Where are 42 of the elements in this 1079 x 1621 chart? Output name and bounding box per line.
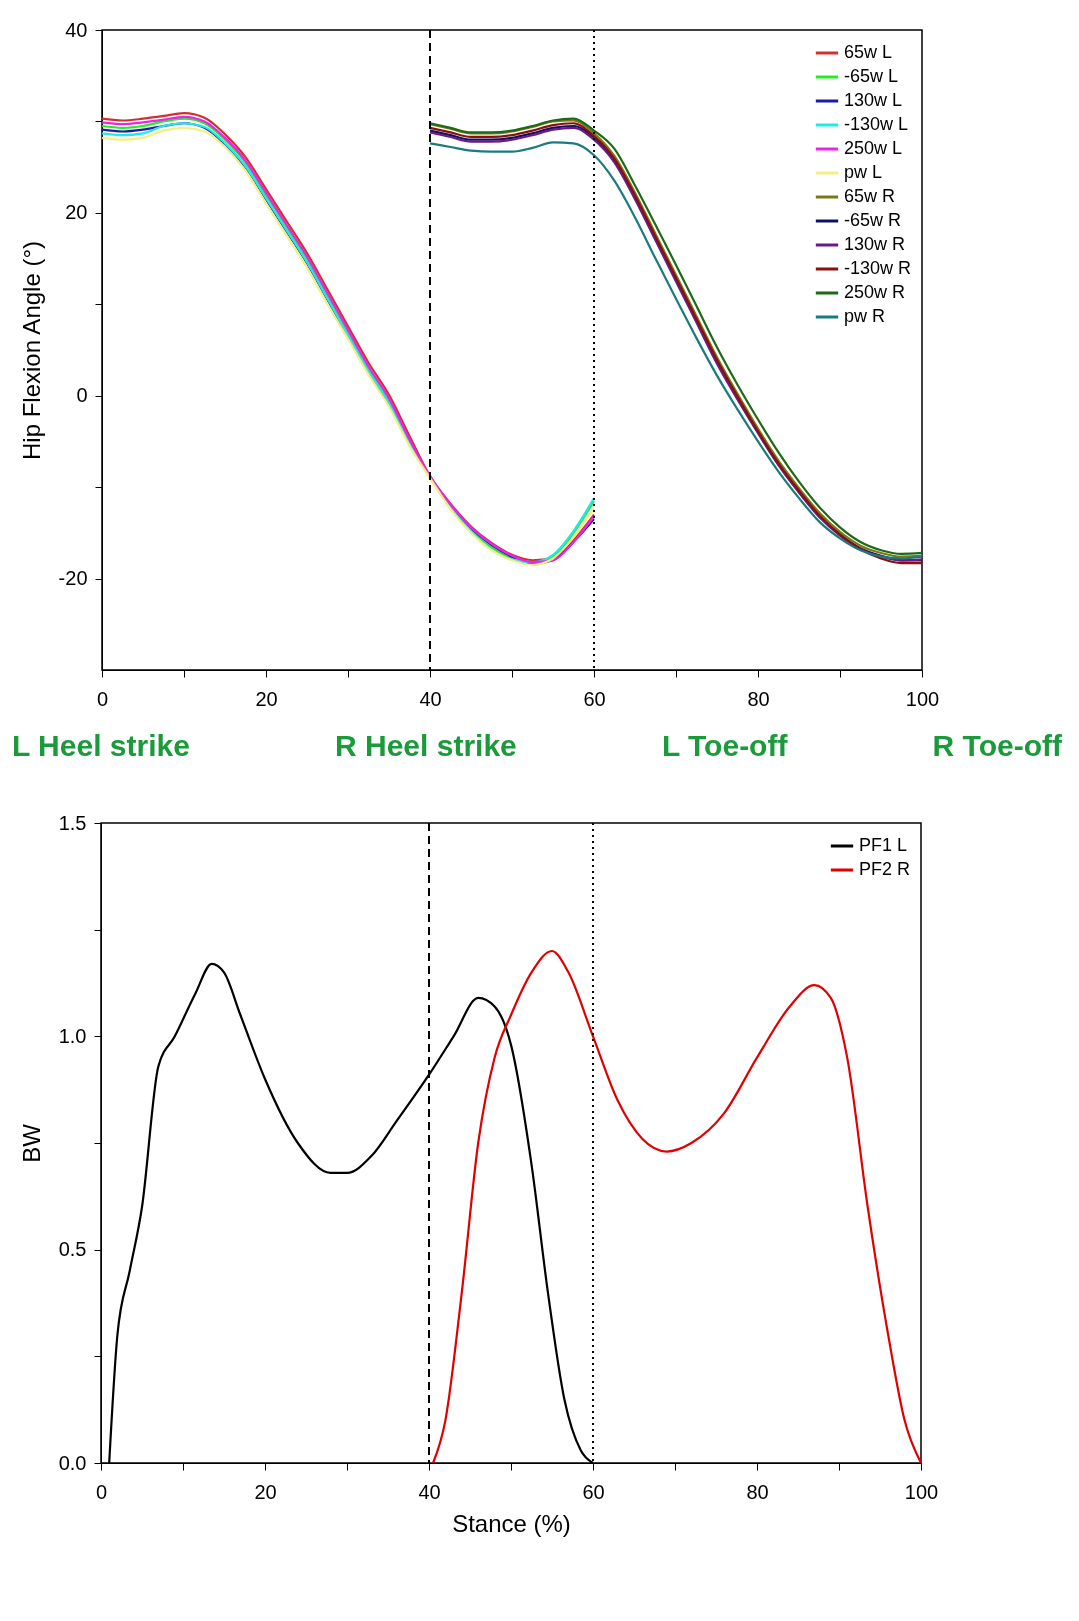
y-tick-label: 40 [65,18,88,41]
y-tick-label: -20 [58,567,88,590]
x-tick-label: 100 [905,687,940,710]
text: R Toe-off [932,729,1062,763]
legend-label: pw L [844,162,883,182]
x-tick-label: 0 [96,687,109,710]
text: L Heel strike [12,729,190,763]
y-tick-label: 0.0 [58,1451,87,1474]
legend-label: pw R [844,306,886,326]
legend-label: PF1 L [859,835,908,855]
y-tick-label: 1.0 [58,1024,87,1047]
legend-label: -130w R [844,258,912,278]
legend-label: 65w R [844,186,896,206]
legend-label: -130w L [844,114,909,134]
line-series [432,949,921,1463]
x-tick-label: 60 [582,1480,605,1503]
legend-label: 130w R [844,234,906,254]
x-axis-title: Stance (%) [452,1509,571,1537]
x-tick-label: 100 [904,1480,939,1503]
x-tick-label: 20 [254,1480,277,1503]
text: R Heel strike [335,729,517,763]
y-tick-label: 0 [76,384,88,407]
x-tick-label: 80 [747,687,770,710]
x-tick-label: 60 [583,687,606,710]
legend-label: PF2 R [859,859,911,879]
legend-label: 250w L [844,138,903,158]
legend-label: 250w R [844,282,906,302]
x-tick-label: 40 [419,687,442,710]
x-tick-label: 20 [255,687,278,710]
text: L Toe-off [661,729,788,763]
y-tick-label: 20 [65,201,88,224]
y-tick-label: 0.5 [58,1238,87,1261]
legend-label: 130w L [844,90,903,110]
x-tick-label: 80 [746,1480,769,1503]
legend-label: -65w R [844,210,902,230]
y-axis-title: Hip Flexion Angle (°) [17,240,45,461]
y-tick-label: 1.5 [58,811,87,834]
y-axis-title: BW [17,1123,45,1163]
legend-label: 65w L [844,42,893,62]
x-tick-label: 0 [95,1480,108,1503]
x-tick-label: 40 [418,1480,441,1503]
legend-label: -65w L [844,66,899,86]
